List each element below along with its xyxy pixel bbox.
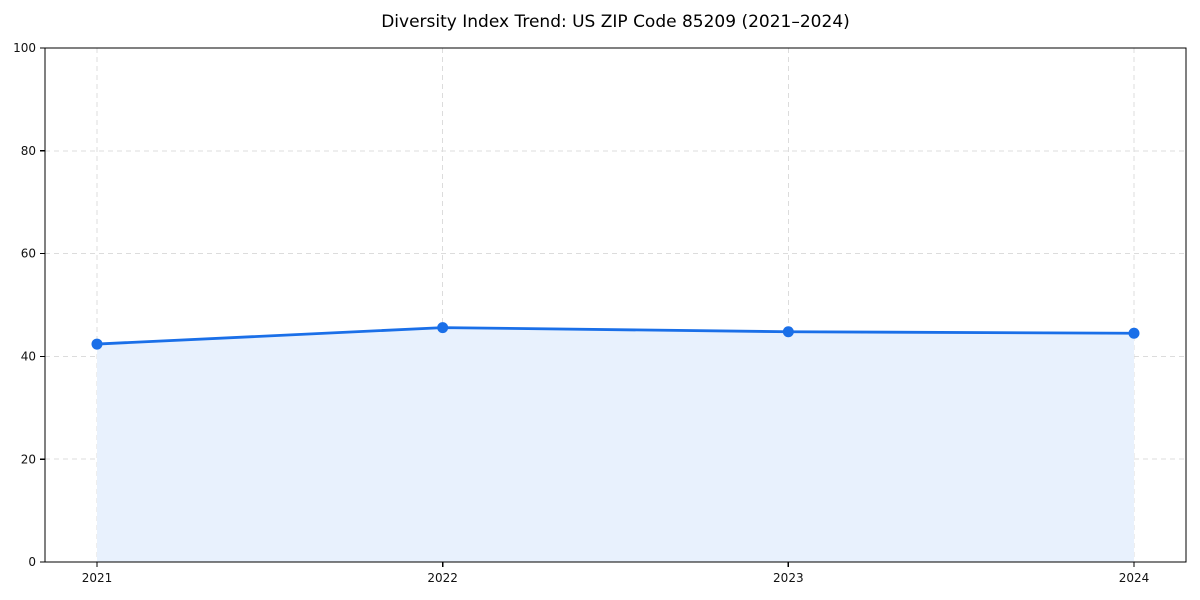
y-tick-label: 40 [21, 349, 36, 363]
x-tick-label: 2024 [1119, 571, 1150, 585]
y-tick-label: 80 [21, 144, 36, 158]
chart-title: Diversity Index Trend: US ZIP Code 85209… [381, 12, 850, 32]
data-point-2023 [782, 326, 794, 338]
y-tick-label: 20 [21, 452, 36, 466]
y-tick-label: 100 [13, 41, 36, 55]
y-tick-label: 0 [28, 555, 36, 569]
area-fill [97, 327, 1134, 562]
x-tick-label: 2021 [82, 571, 113, 585]
trend-line [95, 326, 1136, 346]
plot-border [44, 47, 1187, 563]
data-point-2022 [437, 322, 449, 334]
y-tick-label: 60 [21, 247, 36, 261]
x-tick-label: 2022 [427, 571, 458, 585]
data-point-2024 [1128, 327, 1140, 339]
data-point-2021 [91, 338, 103, 350]
x-tick-label: 2023 [773, 571, 804, 585]
